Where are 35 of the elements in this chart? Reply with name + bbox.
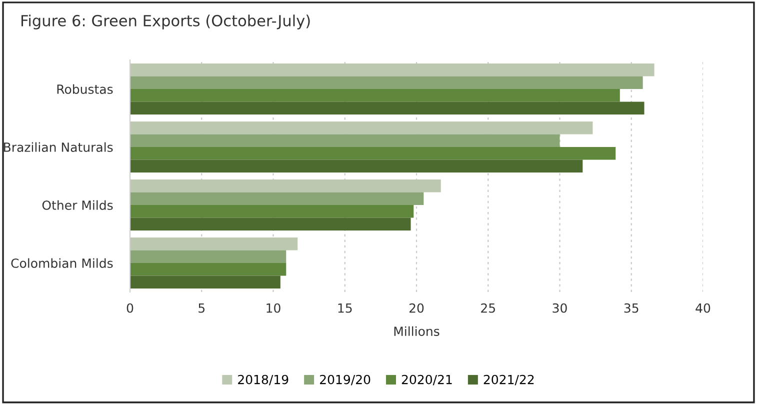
x-tick-label: 20 xyxy=(409,303,424,313)
x-tick-label: 5 xyxy=(198,303,205,313)
bar xyxy=(130,63,654,76)
bar xyxy=(130,218,411,231)
bar xyxy=(130,237,298,250)
bar xyxy=(130,263,286,276)
bar xyxy=(130,160,583,173)
bar xyxy=(130,147,616,160)
y-tick-label: Brazilian Naturals xyxy=(4,142,113,152)
bar xyxy=(130,276,280,289)
x-tick-label: 15 xyxy=(338,303,352,313)
y-tick-label: Other Milds xyxy=(42,200,113,210)
bar xyxy=(130,121,593,134)
x-tick-label: 25 xyxy=(481,303,495,313)
legend-label: 2020/21 xyxy=(402,374,452,386)
bar xyxy=(130,89,620,102)
bar xyxy=(130,250,286,263)
x-tick-label: 35 xyxy=(624,303,638,313)
bar xyxy=(130,205,414,218)
x-tick-label: 0 xyxy=(126,303,134,313)
x-tick-label: 30 xyxy=(552,303,567,313)
bar xyxy=(130,192,424,205)
x-tick-label: 40 xyxy=(696,303,710,313)
chart-title: Figure 6: Green Exports (October-July) xyxy=(22,14,310,30)
x-axis-title: Millions xyxy=(394,326,440,336)
legend-label: 2021/22 xyxy=(484,374,534,386)
legend-label: 2018/19 xyxy=(238,374,288,386)
bar xyxy=(130,102,644,115)
y-tick-label: Robustas xyxy=(57,84,113,94)
y-tick-label: Colombian Milds xyxy=(11,258,113,268)
legend-label: 2019/20 xyxy=(320,374,370,386)
bar xyxy=(130,76,643,89)
x-tick-label: 10 xyxy=(266,303,280,313)
bar xyxy=(130,179,441,192)
bar xyxy=(130,134,560,147)
